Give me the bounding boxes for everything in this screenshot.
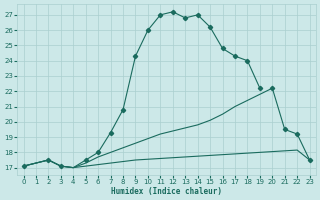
X-axis label: Humidex (Indice chaleur): Humidex (Indice chaleur) (111, 187, 222, 196)
